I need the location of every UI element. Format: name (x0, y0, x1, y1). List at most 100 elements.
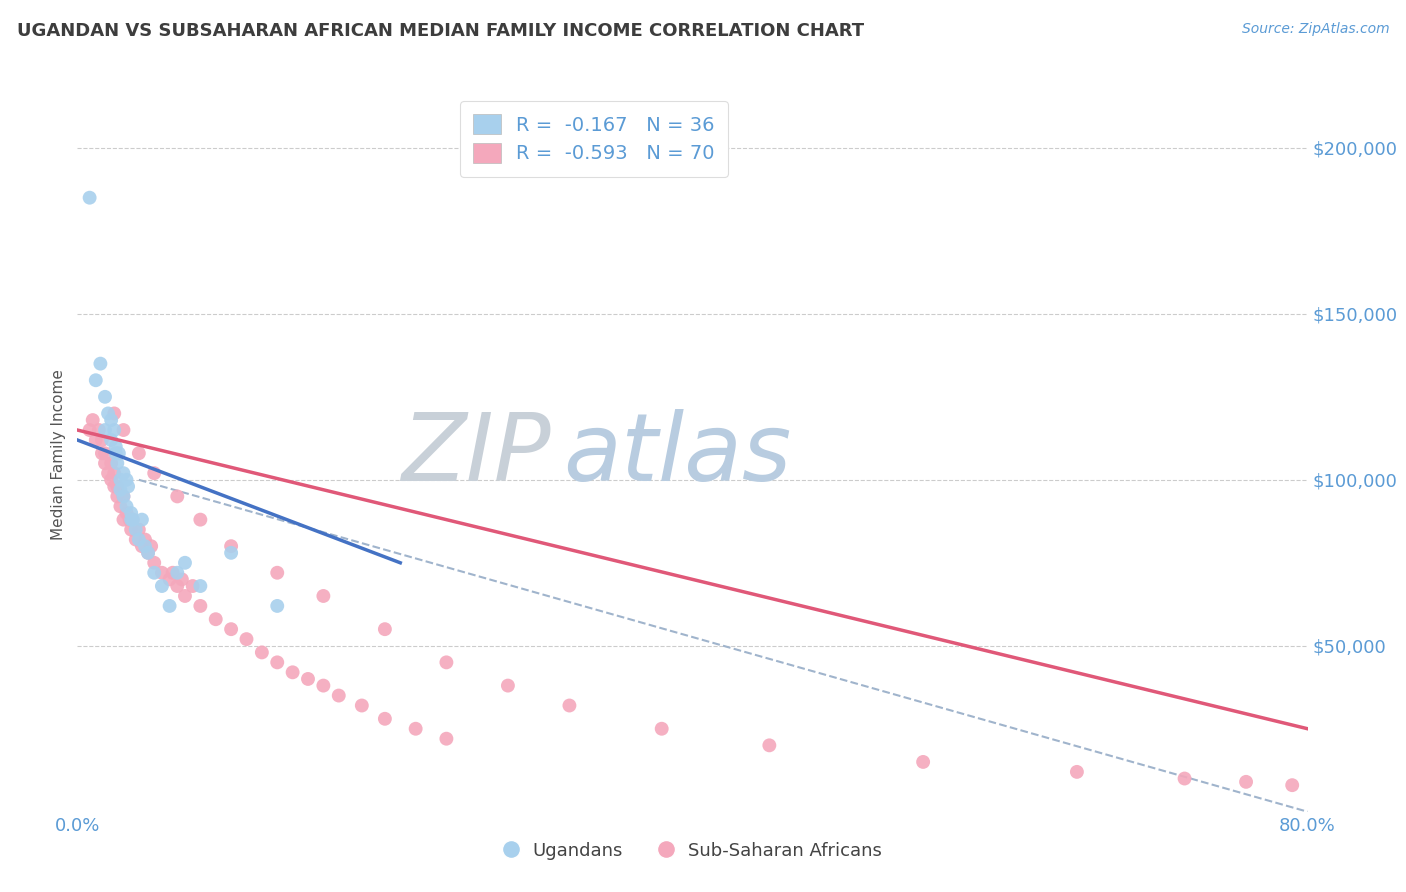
Point (374, 712, 396, 726)
Text: ZIP: ZIP (401, 409, 551, 500)
Point (84, 433, 107, 447)
Point (181, 579, 204, 593)
Point (79, 191, 101, 205)
Point (110, 500, 132, 514)
Point (110, 483, 132, 497)
Point (100, 433, 122, 447)
Point (170, 573, 193, 587)
Point (1234, 775, 1257, 789)
Point (90, 446, 114, 460)
Point (115, 500, 138, 514)
Point (166, 579, 188, 593)
Point (405, 722, 427, 736)
Point (103, 466, 125, 480)
Point (143, 466, 166, 480)
Point (100, 473, 122, 487)
Point (651, 722, 673, 736)
Point (82, 413, 104, 427)
Point (100, 413, 122, 427)
Point (112, 423, 135, 437)
Point (94, 446, 117, 460)
Point (120, 523, 142, 537)
Point (100, 456, 122, 470)
Point (235, 632, 257, 647)
Point (120, 506, 142, 520)
Point (134, 539, 156, 553)
Point (281, 665, 304, 680)
Point (94, 423, 117, 437)
Point (128, 523, 150, 537)
Point (162, 566, 184, 580)
Point (219, 539, 242, 553)
Point (134, 533, 156, 547)
Point (125, 523, 148, 537)
Point (108, 446, 131, 460)
Point (103, 479, 125, 493)
Point (115, 473, 138, 487)
Text: UGANDAN VS SUBSAHARAN AFRICAN MEDIAN FAMILY INCOME CORRELATION CHART: UGANDAN VS SUBSAHARAN AFRICAN MEDIAN FAM… (17, 22, 865, 40)
Text: atlas: atlas (564, 409, 792, 500)
Point (188, 513, 212, 527)
Point (97, 406, 120, 420)
Point (266, 656, 288, 670)
Point (350, 698, 373, 713)
Point (174, 556, 197, 570)
Point (558, 698, 581, 713)
Point (110, 473, 132, 487)
Point (266, 599, 288, 613)
Point (188, 599, 212, 613)
Point (128, 446, 150, 460)
Point (328, 689, 350, 703)
Point (121, 513, 143, 527)
Point (125, 533, 148, 547)
Point (120, 513, 142, 527)
Point (436, 656, 458, 670)
Point (84, 373, 107, 387)
Text: Source: ZipAtlas.com: Source: ZipAtlas.com (1241, 22, 1389, 37)
Point (166, 490, 188, 504)
Point (97, 466, 120, 480)
Point (103, 406, 125, 420)
Point (150, 579, 173, 593)
Point (1066, 764, 1088, 779)
Point (1281, 778, 1303, 792)
Point (219, 622, 242, 636)
Point (105, 479, 128, 493)
Point (143, 566, 166, 580)
Point (94, 390, 117, 404)
Point (136, 546, 159, 560)
Point (141, 539, 163, 553)
Point (436, 731, 458, 746)
Point (79, 423, 101, 437)
Point (312, 679, 335, 693)
Point (496, 679, 519, 693)
Point (159, 599, 181, 613)
Point (374, 622, 396, 636)
Point (112, 490, 135, 504)
Point (115, 506, 138, 520)
Point (104, 446, 127, 460)
Point (266, 566, 288, 580)
Point (250, 645, 273, 659)
Point (131, 539, 153, 553)
Point (143, 556, 166, 570)
Point (128, 533, 150, 547)
Legend: Ugandans, Sub-Saharan Africans: Ugandans, Sub-Saharan Africans (496, 835, 889, 867)
Point (118, 513, 141, 527)
Point (89, 357, 111, 371)
Point (104, 440, 127, 454)
Point (174, 589, 197, 603)
Point (758, 739, 780, 753)
Point (219, 546, 242, 560)
Point (112, 513, 135, 527)
Point (297, 672, 319, 686)
Y-axis label: Median Family Income: Median Family Income (51, 369, 66, 541)
Point (117, 479, 139, 493)
Point (87, 423, 110, 437)
Point (204, 612, 226, 626)
Point (105, 490, 128, 504)
Point (103, 423, 125, 437)
Point (312, 589, 335, 603)
Point (159, 573, 181, 587)
Point (112, 466, 135, 480)
